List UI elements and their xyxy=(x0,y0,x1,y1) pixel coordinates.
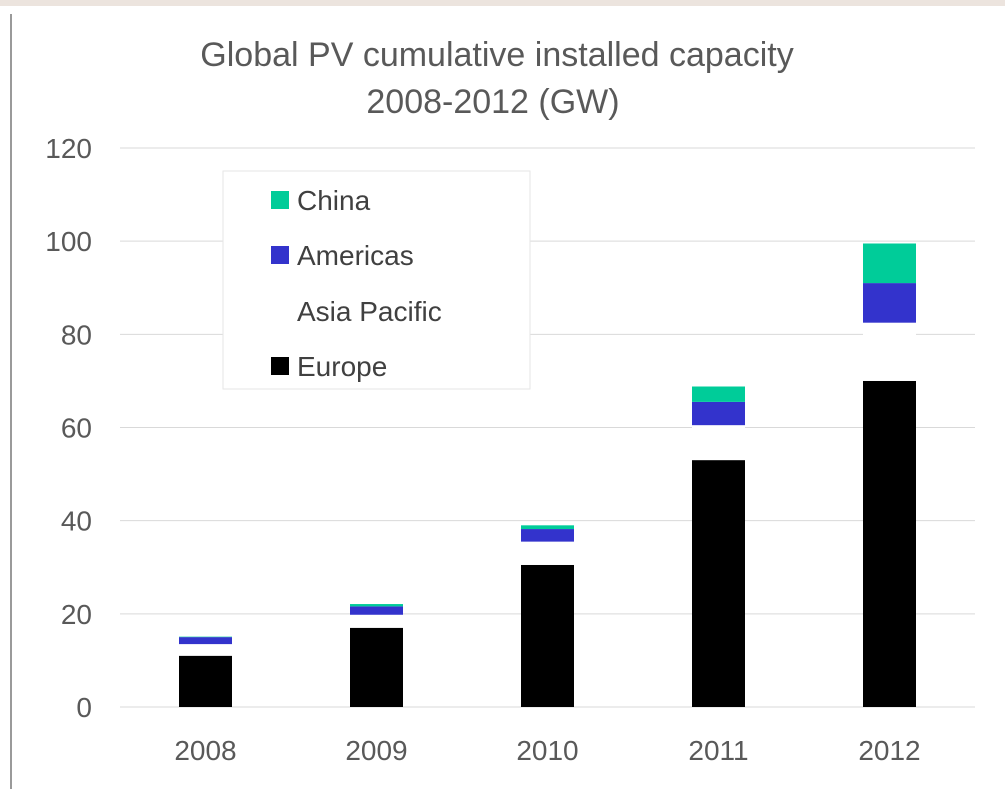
legend-swatch-europe xyxy=(271,357,289,375)
bar-segment-china xyxy=(863,243,916,284)
legend-label: Americas xyxy=(297,240,414,271)
bars xyxy=(179,243,916,707)
x-tick-label: 2011 xyxy=(688,735,748,766)
bar-segment-europe xyxy=(179,655,232,707)
bar-segment-china xyxy=(521,525,574,530)
y-axis: 0 20 40 60 80 100 120 xyxy=(45,133,92,723)
bar-segment-europe xyxy=(863,380,916,707)
legend-swatch-asia-pacific xyxy=(271,302,289,320)
legend: China Americas Asia Pacific Europe xyxy=(222,170,531,390)
y-tick-label: 100 xyxy=(45,226,92,257)
bar-segment-asia-pacific xyxy=(350,614,403,628)
legend-label: Europe xyxy=(297,351,387,382)
y-tick-label: 20 xyxy=(61,599,92,630)
bar-segment-china xyxy=(350,604,403,607)
top-border xyxy=(0,0,1005,6)
bar-segment-asia-pacific xyxy=(179,644,232,656)
bar-segment-europe xyxy=(350,627,403,707)
x-tick-label: 2008 xyxy=(174,735,236,766)
x-tick-label: 2009 xyxy=(345,735,407,766)
bar-segment-americas xyxy=(692,401,745,426)
x-tick-label: 2010 xyxy=(516,735,578,766)
legend-swatch-americas xyxy=(271,246,289,264)
y-tick-label: 40 xyxy=(61,506,92,537)
bar-segment-americas xyxy=(521,529,574,542)
bar-segment-europe xyxy=(692,460,745,707)
left-border xyxy=(10,14,12,789)
bar-segment-asia-pacific xyxy=(863,322,916,381)
legend-label: China xyxy=(297,185,371,216)
bar-segment-americas xyxy=(179,637,232,645)
legend-swatch-china xyxy=(271,191,289,209)
bar-segment-europe xyxy=(521,564,574,707)
chart-subtitle: 2008-2012 (GW) xyxy=(366,83,619,121)
x-axis: 2008 2009 2010 2011 2012 xyxy=(174,735,920,766)
y-tick-label: 0 xyxy=(76,692,92,723)
y-tick-label: 80 xyxy=(61,319,92,350)
x-tick-label: 2012 xyxy=(858,735,920,766)
bar-segment-china xyxy=(692,386,745,402)
bar-segment-americas xyxy=(350,606,403,615)
legend-label: Asia Pacific xyxy=(297,296,442,327)
y-tick-label: 120 xyxy=(45,133,92,164)
bar-segment-asia-pacific xyxy=(692,425,745,461)
y-tick-label: 60 xyxy=(61,413,92,444)
bar-segment-asia-pacific xyxy=(521,541,574,565)
chart-title: Global PV cumulative installed capacity xyxy=(200,36,793,74)
bar-segment-americas xyxy=(863,283,916,323)
